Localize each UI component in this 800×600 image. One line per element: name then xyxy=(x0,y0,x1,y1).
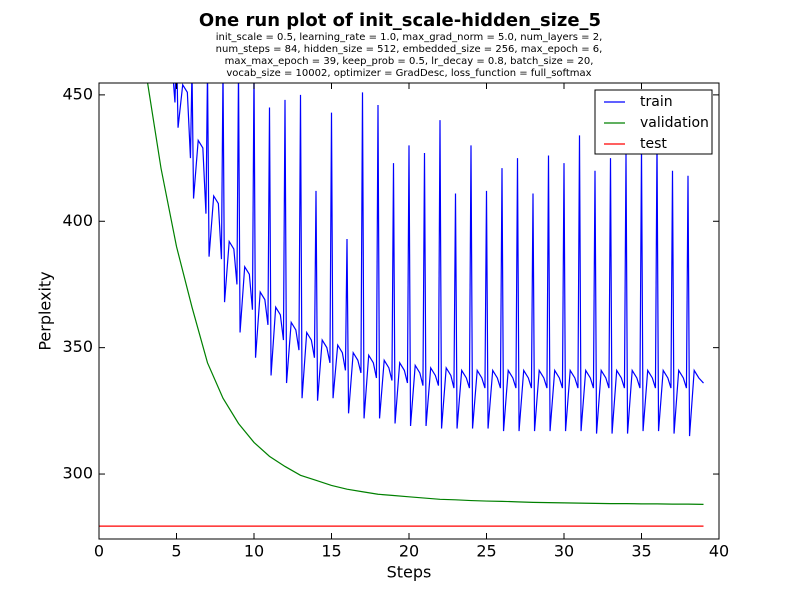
x-tick-label: 35 xyxy=(631,542,651,561)
y-tick-label: 400 xyxy=(62,211,93,230)
subtitle-line: num_steps = 84, hidden_size = 512, embed… xyxy=(216,44,603,55)
y-axis-label: Perplexity xyxy=(36,271,55,350)
x-tick-label: 15 xyxy=(321,542,341,561)
plot-lines xyxy=(99,83,704,527)
series-line xyxy=(172,83,704,437)
x-tick-label: 30 xyxy=(554,542,574,561)
y-tick-label: 350 xyxy=(62,337,93,356)
x-tick-label: 25 xyxy=(476,542,496,561)
x-tick-label: 10 xyxy=(244,542,264,561)
legend-label: test xyxy=(640,136,667,152)
x-tick-label: 0 xyxy=(94,542,104,561)
subtitle-line: max_max_epoch = 39, keep_prob = 0.5, lr_… xyxy=(225,56,594,67)
legend-label: validation xyxy=(640,115,709,131)
subtitle-line: vocab_size = 10002, optimizer = GradDesc… xyxy=(226,68,591,79)
legend-label: train xyxy=(640,94,673,110)
x-axis-label: Steps xyxy=(387,563,432,582)
chart-title: One run plot of init_scale-hidden_size_5 xyxy=(199,10,601,31)
subtitle: init_scale = 0.5, learning_rate = 1.0, m… xyxy=(216,32,603,79)
subtitle-line: init_scale = 0.5, learning_rate = 1.0, m… xyxy=(216,32,603,43)
legend-box xyxy=(594,89,713,155)
x-tick-label: 40 xyxy=(709,542,729,561)
y-tick-label: 450 xyxy=(62,84,93,103)
x-tick-label: 20 xyxy=(399,542,419,561)
series-line xyxy=(146,83,704,505)
legend: train validation test xyxy=(594,89,713,155)
x-tick-label: 5 xyxy=(171,542,181,561)
y-tick-label: 300 xyxy=(62,464,93,483)
